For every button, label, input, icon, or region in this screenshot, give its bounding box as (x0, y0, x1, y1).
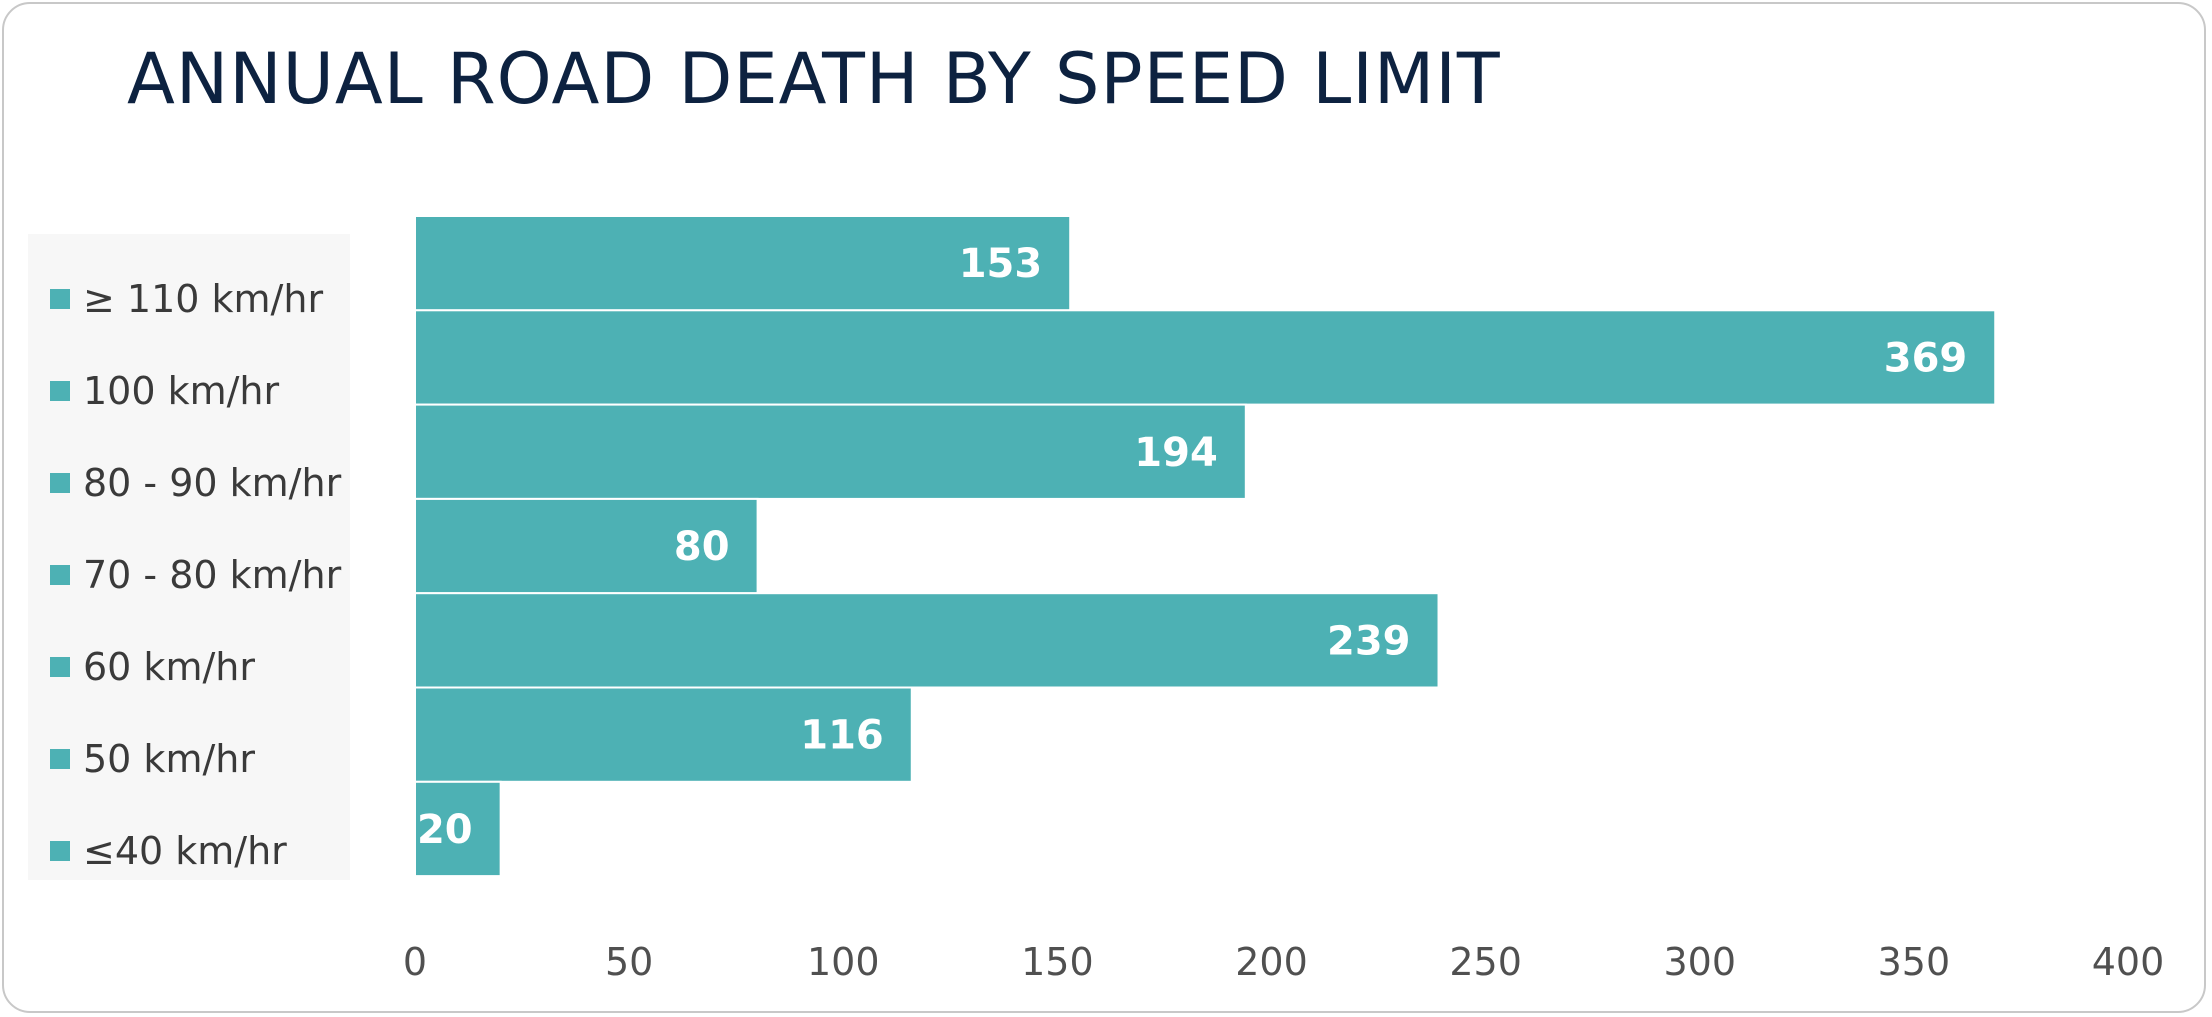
legend-swatch (50, 381, 70, 401)
legend-swatch (50, 565, 70, 585)
x-tick-label: 400 (2092, 940, 2165, 984)
legend-label: 80 - 90 km/hr (83, 461, 342, 505)
legend-label: 50 km/hr (83, 737, 255, 781)
legend-swatch (50, 473, 70, 493)
legend-swatch (50, 657, 70, 677)
x-tick-label: 350 (1878, 940, 1951, 984)
x-tick-label: 250 (1449, 940, 1522, 984)
x-tick-label: 50 (605, 940, 653, 984)
legend-swatch (50, 841, 70, 861)
x-tick-label: 300 (1663, 940, 1736, 984)
data-label: 116 (800, 713, 884, 759)
x-tick-label: 0 (403, 940, 427, 984)
bar (414, 592, 1440, 689)
legend-item: 60 km/hr (50, 642, 255, 692)
legend: ≥ 110 km/hr 100 km/hr 80 - 90 km/hr 70 - 80… (28, 234, 350, 880)
legend-item: 70 - 80 km/hr (50, 550, 341, 600)
bar (414, 215, 1072, 312)
legend-label: 100 km/hr (83, 369, 280, 413)
chart-title: ANNUAL ROAD DEATH BY SPEED LIMIT (127, 38, 1501, 120)
bar (414, 403, 1247, 500)
x-tick-label: 100 (807, 940, 880, 984)
data-label: 153 (959, 241, 1043, 287)
legend-label: 70 - 80 km/hr (83, 553, 342, 597)
legend-swatch (50, 749, 70, 769)
bar (414, 497, 759, 595)
legend-item: 50 km/hr (50, 734, 255, 784)
bar (414, 309, 1997, 406)
legend-item: 100 km/hr (50, 366, 279, 416)
legend-swatch (50, 289, 70, 309)
legend-item: ≥ 110 km/hr (50, 274, 323, 324)
legend-label: 60 km/hr (83, 645, 255, 689)
data-label: 194 (1134, 430, 1218, 476)
legend-label: ≤40 km/hr (83, 829, 287, 873)
data-label: 20 (417, 807, 473, 853)
bar (414, 686, 913, 783)
bar (414, 780, 502, 878)
legend-item: 80 - 90 km/hr (50, 458, 341, 508)
x-tick-label: 200 (1235, 940, 1308, 984)
data-label: 239 (1327, 618, 1411, 664)
data-label: 80 (674, 524, 730, 570)
legend-item: ≤40 km/hr (50, 826, 287, 876)
x-tick-label: 150 (1021, 940, 1094, 984)
data-label: 369 (1884, 335, 1968, 381)
legend-label: ≥ 110 km/hr (83, 277, 324, 321)
